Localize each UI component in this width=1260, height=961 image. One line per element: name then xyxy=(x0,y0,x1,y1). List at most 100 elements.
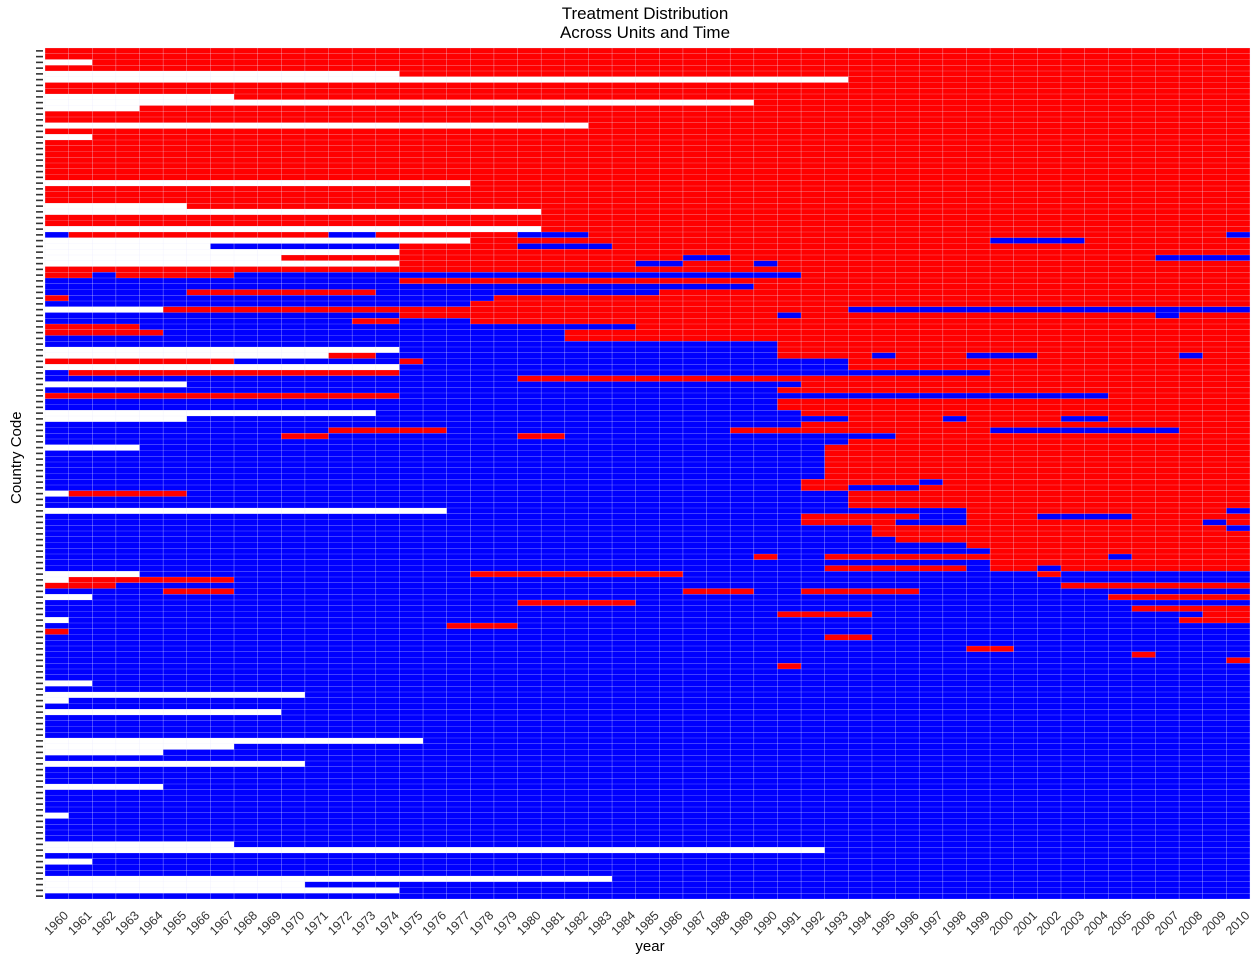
heatmap-cell xyxy=(45,226,542,232)
heatmap-cell xyxy=(45,634,825,641)
heatmap-cell xyxy=(777,358,849,365)
heatmap-cell xyxy=(45,801,1250,807)
heatmap-cell xyxy=(45,439,825,445)
heatmap-cell xyxy=(753,554,778,560)
heatmap-cell xyxy=(1226,657,1250,664)
heatmap-cell xyxy=(45,640,1250,646)
heatmap-cell xyxy=(990,370,1250,376)
heatmap-cell xyxy=(564,433,825,439)
heatmap-cell xyxy=(92,594,1109,600)
heatmap-cell xyxy=(564,335,1250,342)
x-tick-label: 1968 xyxy=(231,908,261,938)
heatmap-cell xyxy=(115,272,235,278)
heatmap-cell xyxy=(45,260,400,267)
heatmap-cell xyxy=(45,565,825,572)
heatmap-cell xyxy=(45,111,1250,117)
heatmap-cell xyxy=(92,858,1250,865)
heatmap-cell xyxy=(45,450,825,457)
heatmap-cell xyxy=(399,243,518,250)
heatmap-cell xyxy=(45,559,825,566)
x-tick-label: 1978 xyxy=(467,908,497,938)
heatmap-cell xyxy=(163,577,235,583)
heatmap-cell xyxy=(848,76,1250,83)
heatmap-cell xyxy=(848,306,1156,313)
heatmap-cell xyxy=(942,479,1250,485)
heatmap-cell xyxy=(45,893,1250,899)
heatmap-cell xyxy=(45,404,778,411)
heatmap-cell xyxy=(45,318,353,324)
heatmap-cell xyxy=(824,559,991,566)
heatmap-cell xyxy=(45,186,1250,192)
heatmap-cell xyxy=(68,490,187,497)
heatmap-cell xyxy=(942,416,967,422)
heatmap-cell xyxy=(68,232,329,238)
heatmap-cell xyxy=(45,663,778,669)
heatmap-cell xyxy=(1155,312,1180,319)
x-tick-label: 2009 xyxy=(1199,908,1229,938)
heatmap-cell xyxy=(1108,554,1132,560)
heatmap-cell xyxy=(777,381,802,388)
heatmap-cell xyxy=(730,370,991,376)
heatmap-cell xyxy=(45,283,400,290)
heatmap-cell xyxy=(1226,508,1250,514)
x-tick-label: 1986 xyxy=(656,908,686,938)
x-tick-label: 2008 xyxy=(1176,908,1206,938)
heatmap-cell xyxy=(45,163,1250,169)
heatmap-cell xyxy=(45,824,1250,830)
y-axis-label: Country Code xyxy=(8,411,25,504)
x-tick-label: 2005 xyxy=(1105,908,1135,938)
heatmap-cell xyxy=(45,462,825,468)
heatmap-cell xyxy=(45,531,872,537)
heatmap-cell xyxy=(966,565,991,572)
heatmap-cell xyxy=(45,140,1250,146)
x-tick-label: 1963 xyxy=(112,908,142,938)
heatmap-cell xyxy=(163,375,518,382)
heatmap-cell xyxy=(45,812,69,819)
heatmap-cell xyxy=(234,94,1250,100)
heatmap-cell xyxy=(45,617,69,623)
heatmap-cell xyxy=(68,53,518,60)
heatmap-cell xyxy=(848,439,1250,445)
heatmap-cell xyxy=(1131,605,1250,612)
x-tick-label: 1984 xyxy=(609,908,639,938)
heatmap-cell xyxy=(399,358,424,365)
heatmap-cell xyxy=(966,508,1227,514)
heatmap-cell xyxy=(682,571,1038,577)
heatmap-cell xyxy=(446,306,471,313)
heatmap-cell xyxy=(375,352,400,359)
heatmap-cell xyxy=(1226,232,1250,238)
heatmap-cell xyxy=(45,646,967,652)
heatmap-cell xyxy=(45,755,1250,761)
heatmap-cell xyxy=(753,283,1250,290)
heatmap-cell xyxy=(1179,617,1250,623)
heatmap-cell xyxy=(1179,427,1250,434)
heatmap-cell xyxy=(564,329,683,336)
x-axis-label: year xyxy=(635,938,665,955)
heatmap-cell xyxy=(895,519,967,526)
x-tick-label: 1969 xyxy=(254,908,284,938)
heatmap-cell xyxy=(871,352,896,359)
heatmap-cell xyxy=(895,536,1250,543)
heatmap-cell xyxy=(848,490,1250,497)
heatmap-cell xyxy=(45,278,400,284)
heatmap-cell xyxy=(1131,651,1156,658)
heatmap-cell xyxy=(824,433,896,439)
heatmap-cell xyxy=(45,341,778,347)
x-tick-label: 1992 xyxy=(798,908,828,938)
heatmap-cell xyxy=(45,795,1250,802)
heatmap-cell xyxy=(1037,565,1061,572)
heatmap-cell xyxy=(68,617,1180,623)
heatmap-cell xyxy=(45,508,447,514)
heatmap-cell xyxy=(895,433,1250,439)
x-tick-label: 1977 xyxy=(443,908,473,938)
x-tick-label: 1971 xyxy=(301,908,331,938)
heatmap-gridlines xyxy=(44,47,1251,900)
heatmap-cell xyxy=(895,352,967,359)
heatmap-cell xyxy=(848,479,920,485)
heatmap-cell xyxy=(801,410,1250,416)
heatmap-cell xyxy=(517,48,1250,54)
x-tick-label: 1982 xyxy=(561,908,591,938)
x-tick-label: 1985 xyxy=(632,908,662,938)
x-tick-label: 1980 xyxy=(514,908,544,938)
heatmap-cell xyxy=(45,490,69,497)
